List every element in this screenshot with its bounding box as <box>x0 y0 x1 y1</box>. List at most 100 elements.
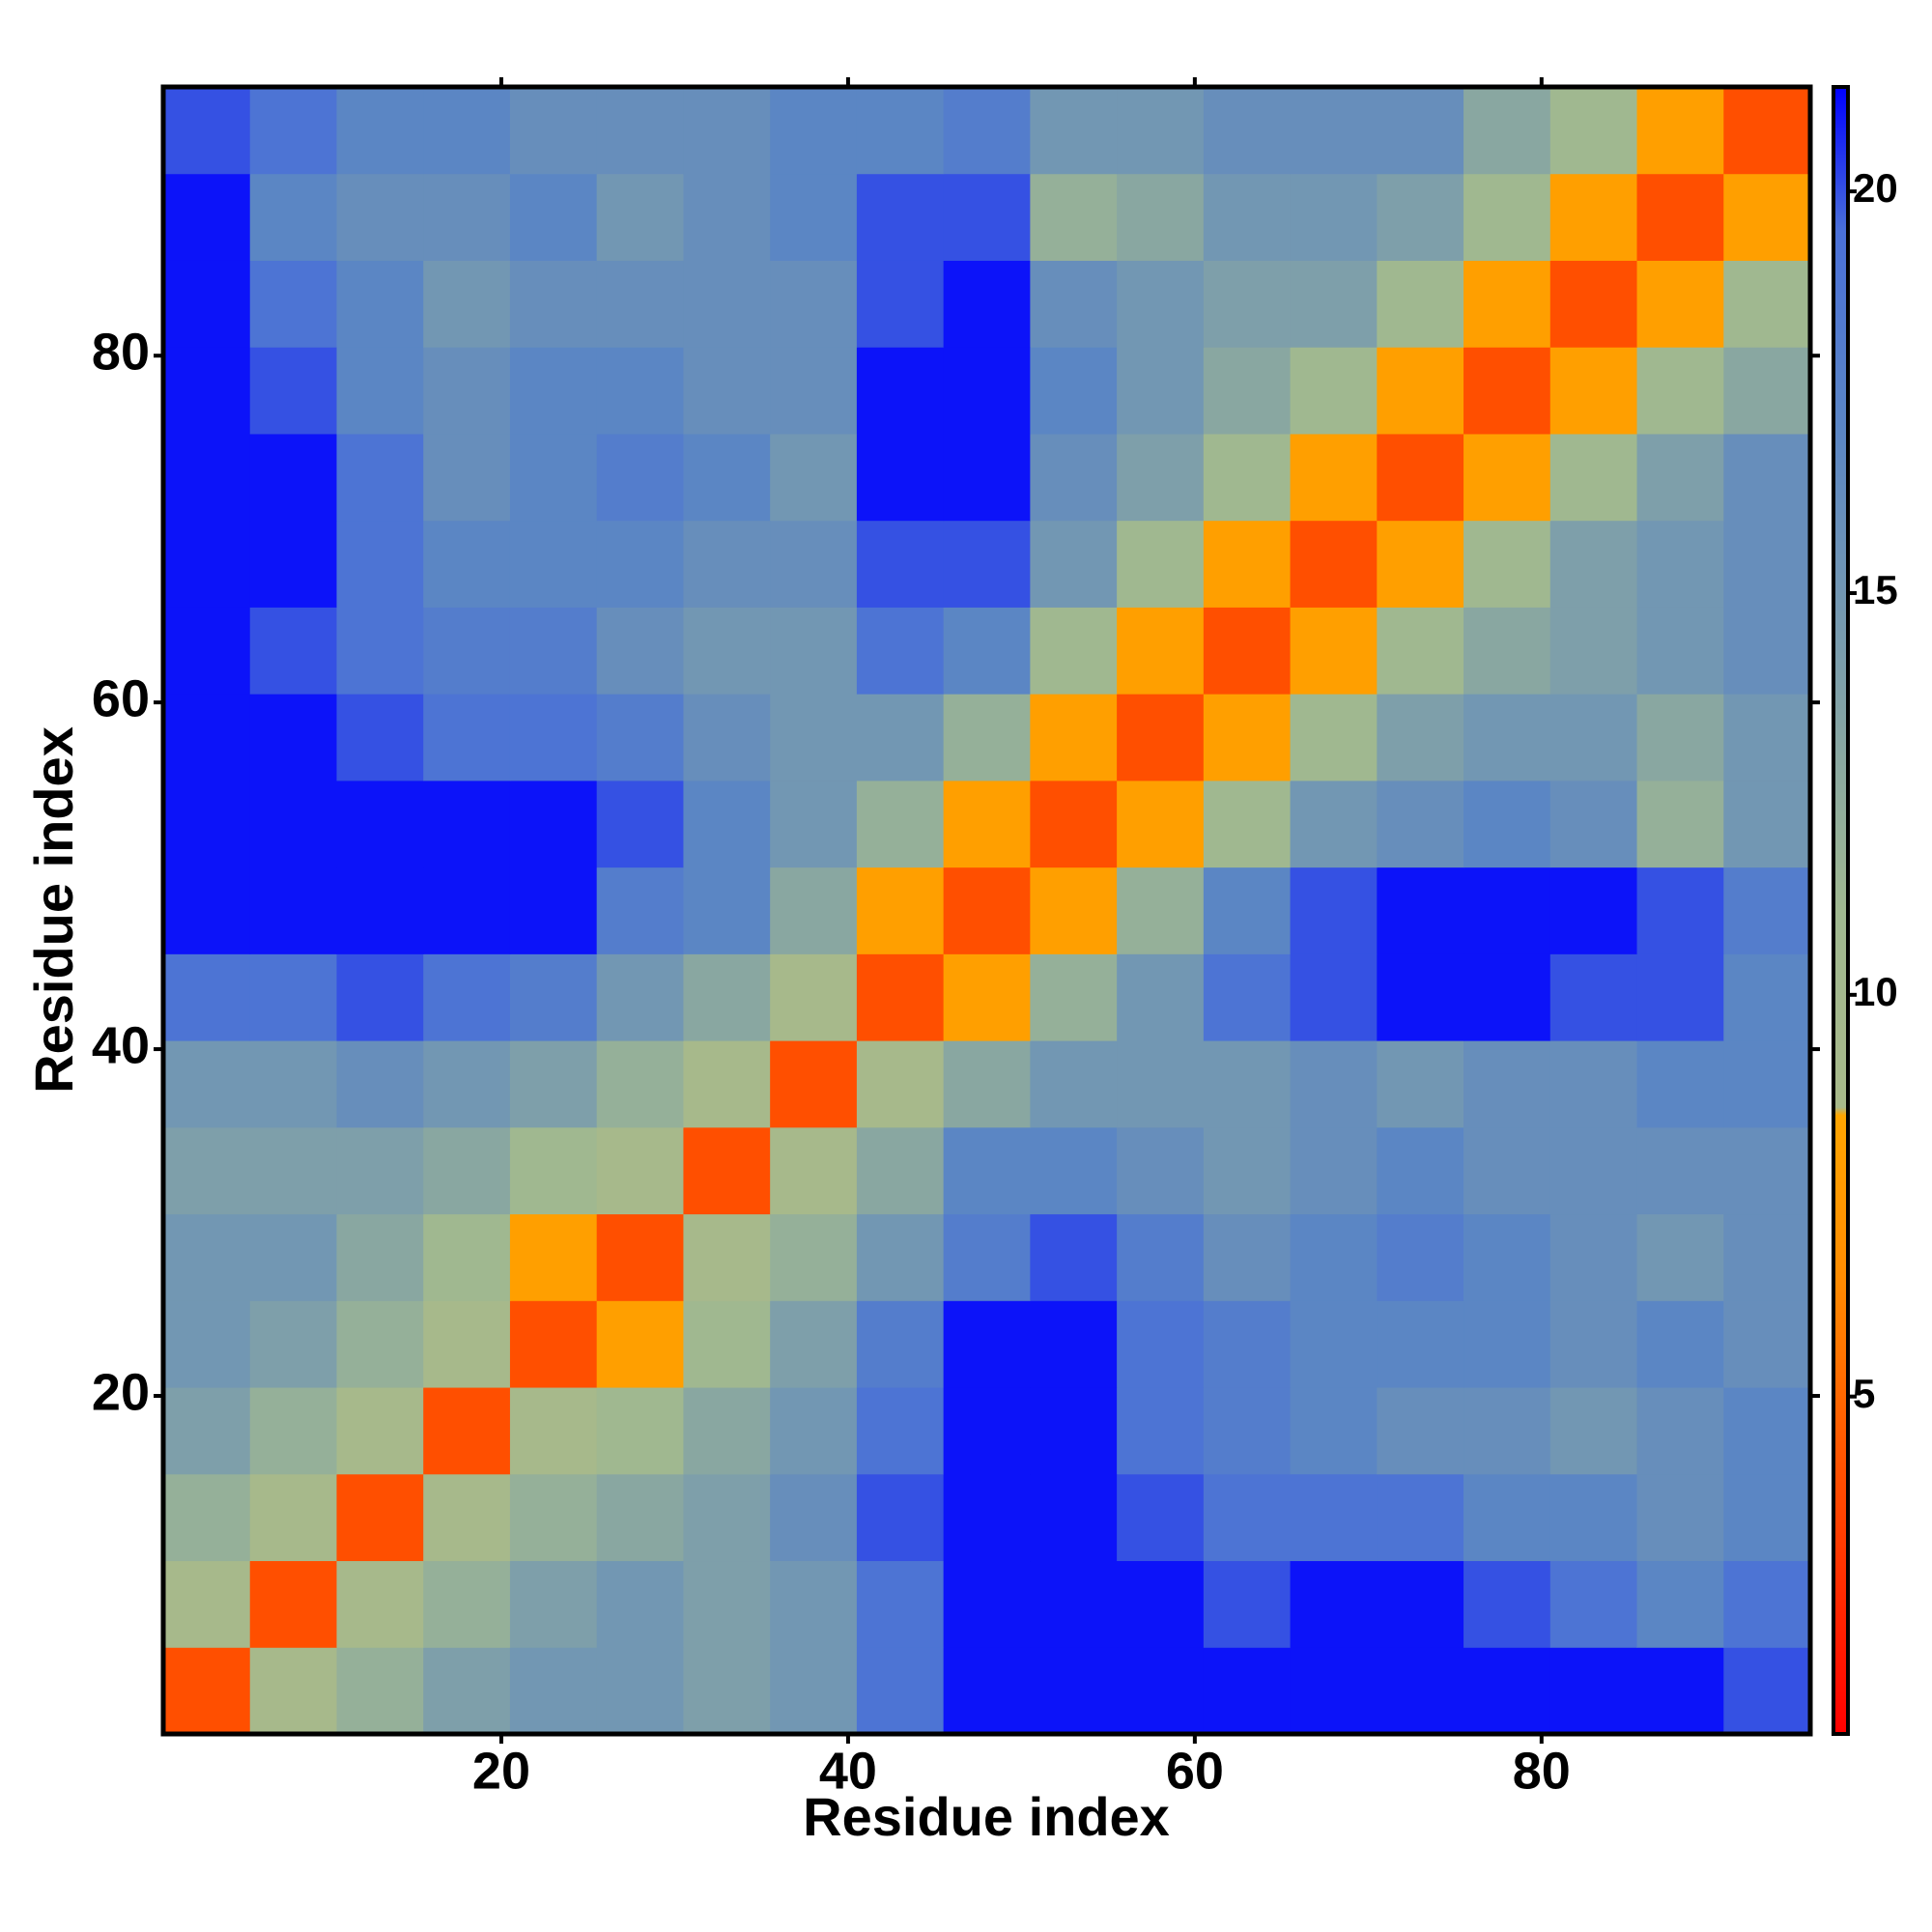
heatmap-cell <box>163 260 251 348</box>
heatmap-cell <box>163 1213 251 1301</box>
heatmap-cell <box>1463 87 1551 175</box>
heatmap-cell <box>249 1387 337 1475</box>
heatmap-cell <box>943 433 1031 522</box>
heatmap-cell <box>1463 1560 1551 1648</box>
heatmap-cell <box>1636 607 1724 695</box>
x-tick-label: 60 <box>1166 1742 1224 1800</box>
heatmap-cell <box>509 87 598 175</box>
heatmap-cell <box>1117 1040 1205 1128</box>
heatmap-cell <box>770 953 858 1041</box>
heatmap-cell <box>596 867 684 954</box>
heatmap-cell <box>509 1040 598 1128</box>
heatmap-cell <box>1636 1126 1724 1215</box>
heatmap-cell <box>163 780 251 868</box>
heatmap-cell <box>1636 1473 1724 1562</box>
heatmap-cell <box>336 607 424 695</box>
heatmap-cell <box>423 1126 511 1215</box>
heatmap-cell <box>1636 694 1724 781</box>
heatmap-cell <box>1636 1647 1724 1735</box>
heatmap-cell <box>423 953 511 1041</box>
heatmap-cell <box>249 433 337 522</box>
heatmap-cell <box>1723 1473 1811 1562</box>
heatmap-cell <box>249 347 337 435</box>
heatmap-cell <box>1030 1473 1118 1562</box>
heatmap-cell <box>423 780 511 868</box>
heatmap-cell <box>1549 1647 1638 1735</box>
x-axis-label: Residue index <box>803 1786 1170 1847</box>
heatmap-cell <box>1463 953 1551 1041</box>
heatmap-cell <box>1203 260 1292 348</box>
heatmap-cell <box>1117 87 1205 175</box>
heatmap-cell <box>683 953 771 1041</box>
heatmap-cell <box>683 780 771 868</box>
heatmap-cell <box>423 87 511 175</box>
heatmap-cell <box>1723 1560 1811 1648</box>
heatmap-cell <box>509 607 598 695</box>
heatmap-cell <box>683 433 771 522</box>
heatmap-cell <box>509 694 598 781</box>
heatmap-cell <box>163 1387 251 1475</box>
heatmap-cell <box>1463 867 1551 954</box>
heatmap-cell <box>770 433 858 522</box>
heatmap-cell <box>943 1213 1031 1301</box>
heatmap-cell <box>683 1560 771 1648</box>
heatmap-cell <box>1203 1473 1292 1562</box>
heatmap-cell <box>1117 1473 1205 1562</box>
heatmap-cell <box>1377 1560 1464 1648</box>
heatmap-cell <box>1290 1387 1378 1475</box>
heatmap-cell <box>1203 1387 1292 1475</box>
heatmap-cell <box>1377 607 1464 695</box>
heatmap-cell <box>1723 694 1811 781</box>
heatmap-cell <box>1549 780 1638 868</box>
heatmap-cell <box>1203 1647 1292 1735</box>
heatmap-cell <box>596 780 684 868</box>
heatmap-cell <box>1117 1647 1205 1735</box>
heatmap-cell <box>1117 1126 1205 1215</box>
y-tick-label: 20 <box>92 1363 150 1421</box>
heatmap-cell <box>596 87 684 175</box>
heatmap-cell <box>1117 433 1205 522</box>
heatmap-cell <box>856 1647 945 1735</box>
heatmap-cell <box>249 1300 337 1388</box>
heatmap-cell <box>856 780 945 868</box>
heatmap-cell <box>423 1040 511 1128</box>
heatmap-cell <box>249 694 337 781</box>
colorbar-tick-label: 15 <box>1853 567 1898 612</box>
heatmap-cell <box>770 1647 858 1735</box>
heatmap-cell <box>770 1473 858 1562</box>
heatmap-cell <box>336 347 424 435</box>
heatmap-cell <box>683 1387 771 1475</box>
heatmap-cell <box>423 347 511 435</box>
heatmap-cell <box>856 953 945 1041</box>
heatmap-cell <box>1290 260 1378 348</box>
heatmap-cell <box>336 780 424 868</box>
heatmap-cell <box>1463 694 1551 781</box>
heatmap-cell <box>1463 1126 1551 1215</box>
heatmap-cell <box>249 1040 337 1128</box>
heatmap-cell <box>1377 1213 1464 1301</box>
heatmap-cell <box>1377 260 1464 348</box>
heatmap-cell <box>1463 780 1551 868</box>
heatmap-cell <box>1377 1647 1464 1735</box>
heatmap-cell <box>596 1560 684 1648</box>
heatmap-cell <box>1030 867 1118 954</box>
heatmap-cell <box>1203 694 1292 781</box>
heatmap-cell <box>336 1560 424 1648</box>
y-tick-label: 80 <box>92 323 150 381</box>
heatmap-cell <box>1030 780 1118 868</box>
heatmap-cell <box>1463 347 1551 435</box>
heatmap-cell <box>1117 694 1205 781</box>
heatmap-cell <box>856 1040 945 1128</box>
colorbar-tick-label: 20 <box>1853 165 1898 211</box>
heatmap-cell <box>1463 1387 1551 1475</box>
heatmap-cell <box>856 87 945 175</box>
heatmap-cell <box>1030 1300 1118 1388</box>
heatmap-cell <box>1463 1040 1551 1128</box>
heatmap-cell <box>1290 520 1378 608</box>
heatmap-cell <box>1549 1040 1638 1128</box>
colorbar-tick-label: 10 <box>1853 969 1898 1014</box>
heatmap-cell <box>249 87 337 175</box>
heatmap-cell <box>1549 1560 1638 1648</box>
heatmap-cell <box>943 1040 1031 1128</box>
